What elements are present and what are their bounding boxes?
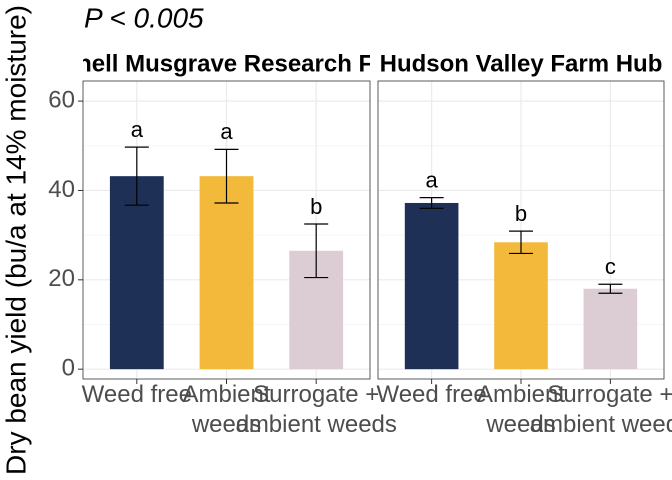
x-tick-label: Weed free [376,381,487,408]
x-tick-label: Ambient weeds [182,381,271,438]
facet-title: Cornell Musgrave Research Farm [36,50,417,77]
x-tick-label: Surrogate + ambient weeds [529,381,672,438]
x-tick-label: Ambient weeds [476,381,566,438]
chart-title: P < 0.005 [84,2,204,33]
significance-letter: b [310,194,322,219]
significance-letter: a [426,167,439,192]
y-axis-label: Dry bean yield (bu/a at 14% moisture) [0,5,31,475]
panel-border [82,80,371,380]
bar [404,202,459,370]
y-tick-label: 40 [48,176,75,203]
y-tick-label: 60 [48,86,75,113]
bar [583,288,638,370]
bar [109,176,164,370]
significance-letter: c [605,254,616,279]
x-tick-label: Surrogate + ambient weeds [235,381,397,438]
y-tick-label: 0 [62,355,75,382]
bar [494,242,548,370]
significance-letter: a [131,117,144,142]
bar [199,176,254,370]
panel-border [377,80,665,380]
y-tick-label: 20 [48,265,75,292]
significance-letter: b [515,201,527,226]
significance-letter: a [220,119,233,144]
x-tick-label: Weed free [81,381,192,408]
facet-title: Hudson Valley Farm Hub [380,50,663,77]
